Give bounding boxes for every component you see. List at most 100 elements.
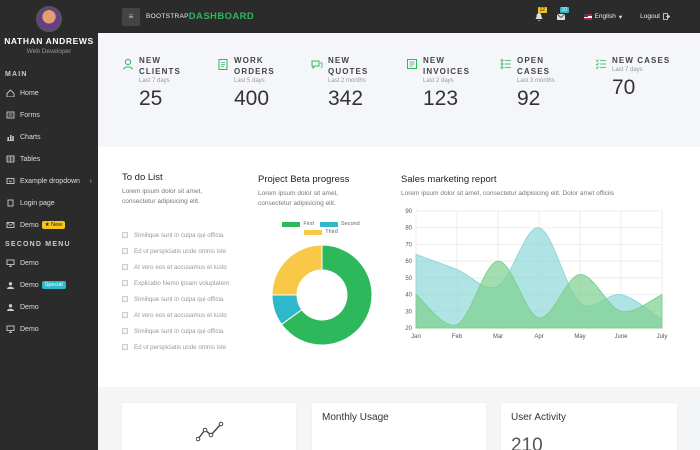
- y-tick-label: 90: [405, 209, 412, 215]
- messages-button[interactable]: 10: [556, 6, 570, 22]
- menu-item-label: Demo: [20, 303, 39, 311]
- x-tick-label: July: [657, 334, 668, 340]
- notification-count: 12: [537, 6, 548, 13]
- list-icon: [500, 57, 512, 69]
- stat-label: CLIENTS: [139, 67, 181, 76]
- menu-item-label: Demo: [20, 325, 39, 333]
- card-monthly-usage[interactable]: Monthly Usage: [312, 403, 486, 450]
- user-profile: NATHAN ANDREWS Web Developer: [0, 0, 98, 64]
- todo-title: To do List: [122, 172, 163, 183]
- todo-item[interactable]: At vero eos et accusamus et iusto: [122, 259, 229, 275]
- sidebar-second-item-demo[interactable]: Demo Special: [0, 274, 98, 296]
- stat-open-cases[interactable]: OPEN CASES Last 3 months 92: [500, 55, 580, 111]
- donut-slice-first[interactable]: [280, 244, 373, 346]
- project-desc-line: consectetur adipisicing elit.: [258, 200, 336, 207]
- area-series-2[interactable]: [415, 260, 663, 329]
- stat-new-invoices[interactable]: NEW INVOICES Last 2 days 123: [406, 55, 486, 111]
- legend-item[interactable]: Second: [320, 221, 360, 227]
- stat-value: 342: [328, 87, 364, 110]
- user-icon: [6, 303, 15, 311]
- stat-label: NEW: [328, 56, 350, 65]
- sidebar-second-item-demo[interactable]: Demo: [0, 296, 98, 318]
- sidebar-item-home[interactable]: Home: [0, 82, 98, 104]
- todo-checkbox[interactable]: [122, 248, 128, 254]
- stat-label: NEW: [423, 56, 445, 65]
- x-tick-label: Jan: [411, 334, 421, 340]
- card-title: Monthly Usage: [322, 412, 389, 423]
- legend-swatch: [304, 229, 323, 235]
- todo-item[interactable]: Similique sunt in culpa qui officia: [122, 291, 229, 307]
- sidebar-item-demo[interactable]: Demo ★ New: [0, 214, 98, 236]
- chat-icon: [311, 57, 323, 70]
- menu-title-second: SECOND MENU: [5, 241, 71, 248]
- chart-legend: First Second Third: [276, 221, 366, 237]
- brand-name[interactable]: DASHBOARD: [188, 11, 255, 22]
- monitor-icon: [6, 259, 15, 267]
- legend-swatch: [282, 221, 301, 227]
- sidebar-second-item-demo[interactable]: Demo: [0, 318, 98, 340]
- todo-checkbox[interactable]: [122, 328, 128, 334]
- todo-text: Similique sunt in culpa qui officia: [134, 295, 224, 303]
- x-tick-label: June: [614, 334, 628, 340]
- todo-text: Similique sunt in culpa qui officia: [134, 327, 224, 335]
- main-panels: To do List Lorem ipsum dolor sit amet, c…: [98, 147, 700, 387]
- stat-work-orders[interactable]: WORK ORDERS Last 5 days 400: [217, 55, 297, 111]
- sidebar-item-tables[interactable]: Tables: [0, 148, 98, 170]
- line-chart-icon: [196, 421, 224, 442]
- chevron-down-icon: ▾: [618, 13, 623, 21]
- sidebar-item-example-dropdown[interactable]: Example dropdown ‹: [0, 170, 98, 192]
- todo-checkbox[interactable]: [122, 312, 128, 318]
- card-trend[interactable]: [122, 403, 296, 450]
- donut-slice-third[interactable]: [271, 244, 323, 296]
- legend-item[interactable]: Third: [304, 229, 338, 235]
- message-icon: [556, 13, 565, 20]
- todo-item[interactable]: Ed ut perspiciatis unde omnis iste: [122, 243, 229, 259]
- todo-item[interactable]: Similique sunt in culpa qui officia: [122, 323, 229, 339]
- menu-item-label: Tables: [20, 155, 41, 163]
- bottom-cards: Monthly Usage User Activity 210: [98, 387, 700, 450]
- home-icon: [6, 89, 15, 97]
- menu-toggle-button[interactable]: ≡: [122, 7, 140, 26]
- top-navbar: ≡ BOOTSTRAP DASHBOARD 12 10 English ▾ Lo…: [98, 0, 700, 33]
- mail-icon: [6, 221, 15, 229]
- avatar[interactable]: [36, 6, 62, 32]
- bell-icon: [535, 12, 543, 21]
- sidebar-item-login-page[interactable]: Login page: [0, 192, 98, 214]
- notifications-button[interactable]: 12: [534, 6, 548, 22]
- card-user-activity[interactable]: User Activity 210: [501, 403, 677, 450]
- legend-item[interactable]: First: [282, 221, 314, 227]
- todo-text: At vero eos et accusamus et iusto: [134, 263, 227, 271]
- todo-item[interactable]: At vero eos et accusamus et iusto: [122, 307, 229, 323]
- clipboard-icon: [217, 57, 229, 70]
- todo-text: Explicabo Nemo ipsam voluptatem: [134, 279, 230, 287]
- sidebar-item-forms[interactable]: Forms: [0, 104, 98, 126]
- y-tick-label: 40: [405, 293, 412, 299]
- card-title: User Activity: [511, 412, 567, 423]
- stat-new-clients[interactable]: NEW CLIENTS Last 7 days 25: [122, 55, 202, 111]
- y-tick-label: 70: [405, 242, 412, 248]
- stat-new-cases[interactable]: NEW CASES Last 7 days 70: [595, 55, 675, 100]
- todo-checkbox[interactable]: [122, 296, 128, 302]
- menu-item-label: Example dropdown: [20, 177, 80, 185]
- todo-checkbox[interactable]: [122, 264, 128, 270]
- sidebar-item-charts[interactable]: Charts: [0, 126, 98, 148]
- sidebar: NATHAN ANDREWS Web Developer MAIN Home Fo…: [0, 0, 98, 450]
- logout-button[interactable]: Logout: [640, 13, 670, 20]
- stat-new-quotes[interactable]: NEW QUOTES Last 2 months 342: [311, 55, 391, 111]
- todo-item[interactable]: Ed ut perspiciatis unde omnis iste: [122, 339, 229, 355]
- todo-item[interactable]: Explicabo Nemo ipsam voluptatem: [122, 275, 229, 291]
- x-tick-label: Mar: [493, 334, 503, 340]
- stat-period: Last 5 days: [234, 78, 265, 84]
- todo-text: At vero eos et accusamus et iusto: [134, 311, 227, 319]
- y-tick-label: 20: [405, 326, 412, 332]
- todo-checkbox[interactable]: [122, 280, 128, 286]
- todo-text: Ed ut perspiciatis unde omnis iste: [134, 343, 227, 351]
- todo-checkbox[interactable]: [122, 344, 128, 350]
- todo-checkbox[interactable]: [122, 232, 128, 238]
- todo-list: Similique sunt in culpa qui officia Ed ut…: [122, 227, 229, 355]
- y-tick-label: 50: [405, 276, 412, 282]
- todo-text: Similique sunt in culpa qui officia: [134, 231, 224, 239]
- language-dropdown[interactable]: English ▾: [583, 13, 623, 21]
- todo-item[interactable]: Similique sunt in culpa qui officia: [122, 227, 229, 243]
- sidebar-second-item-demo[interactable]: Demo: [0, 252, 98, 274]
